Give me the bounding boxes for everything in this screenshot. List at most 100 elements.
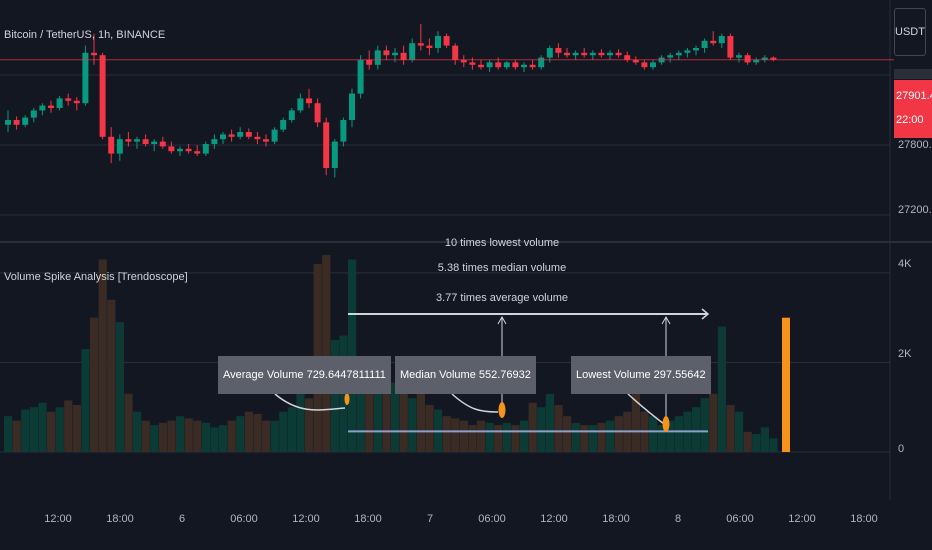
time-axis-label: 18:00	[106, 513, 134, 525]
candle-body	[108, 136, 115, 154]
candle-body	[469, 62, 476, 65]
candle-body	[701, 40, 708, 48]
volume-bar	[666, 420, 675, 452]
candle-body	[478, 64, 484, 68]
volume-bar	[81, 349, 90, 452]
time-axis-label: 12:00	[44, 513, 72, 525]
average-connector	[274, 393, 346, 411]
candle-body	[306, 98, 312, 104]
symbol-title: Bitcoin / TetherUS, 1h, BINANCE	[4, 29, 166, 41]
candle-body	[211, 139, 218, 144]
volume-bar	[176, 416, 185, 452]
candle-body	[443, 36, 450, 46]
volume-bar	[305, 398, 314, 452]
volume-bar	[150, 425, 159, 452]
volume-bar	[124, 393, 133, 452]
candle-body	[727, 36, 734, 58]
candle-body	[598, 52, 605, 56]
volume-bar	[709, 393, 718, 452]
volume-bar	[373, 393, 382, 452]
volume-bar	[158, 422, 167, 452]
volume-bar	[322, 255, 331, 452]
candle-body	[297, 98, 304, 111]
volume-bar	[700, 398, 709, 452]
average-volume-label: Average Volume 729.6447811111	[218, 356, 391, 394]
price-axis-label: 27200.00	[898, 204, 932, 216]
time-axis-label: 18:00	[602, 513, 630, 525]
ratio-arrow-head	[497, 315, 507, 325]
volume-axis-label: 4K	[898, 258, 912, 270]
volume-bar	[167, 420, 176, 452]
volume-bar	[459, 420, 468, 452]
candle-body	[340, 120, 347, 142]
candle-body	[615, 52, 622, 56]
candle-body	[168, 146, 175, 152]
volume-bar	[769, 438, 778, 452]
volume-bar	[201, 422, 210, 452]
candle-body	[417, 43, 424, 46]
volume-bar	[47, 411, 56, 452]
candle-body	[5, 120, 11, 125]
time-axis-label: 6	[178, 513, 186, 525]
volume-bar	[391, 382, 400, 452]
candle-body	[202, 144, 209, 154]
volume-bar	[279, 411, 288, 452]
candle-body	[65, 98, 72, 101]
candle-body	[314, 103, 321, 123]
time-axis-label: 18:00	[354, 513, 382, 525]
volume-bar	[528, 402, 537, 452]
candle-body	[736, 55, 742, 58]
candle-body	[73, 100, 80, 104]
spike-volume-bar	[782, 317, 790, 452]
candle-body	[245, 132, 252, 137]
volume-bar	[296, 389, 305, 452]
candle-body	[323, 122, 330, 168]
candle-body	[710, 40, 717, 44]
candle-body	[392, 52, 398, 56]
time-axis-label: 7	[426, 513, 434, 525]
volume-bar	[348, 259, 357, 452]
price-pane[interactable]	[0, 24, 894, 178]
candle-body	[288, 110, 295, 120]
candle-body	[39, 105, 46, 111]
volume-bar	[4, 416, 13, 452]
median-marker	[498, 402, 506, 418]
candle-body	[30, 110, 37, 118]
lowest-connector	[627, 393, 665, 425]
candle-body	[409, 43, 416, 60]
volume-bar	[382, 384, 391, 452]
volume-bar	[511, 425, 520, 452]
indicator-title[interactable]: Volume Spike Analysis [Trendoscope]	[4, 271, 188, 283]
time-axis-label: 18:00	[850, 513, 878, 525]
candle-body	[228, 134, 235, 137]
volume-bar	[494, 425, 503, 452]
volume-pane[interactable]	[4, 255, 790, 452]
volume-bar	[752, 434, 761, 452]
average-marker	[344, 393, 350, 405]
volume-bar	[98, 259, 107, 452]
candle-body	[718, 36, 725, 44]
candle-body	[770, 57, 777, 60]
time-axis-label: 12:00	[540, 513, 568, 525]
candle-body	[22, 117, 29, 125]
volume-bar	[287, 407, 296, 452]
candle-body	[220, 134, 226, 140]
volume-bar	[270, 420, 279, 452]
lowest-volume-label: Lowest Volume 297.55642	[571, 356, 711, 394]
volume-bar	[760, 427, 769, 452]
candle-body	[56, 98, 63, 108]
volume-bar	[227, 420, 236, 452]
volume-bar	[468, 425, 477, 452]
time-axis-label: 06:00	[230, 513, 258, 525]
volume-bar	[38, 402, 47, 452]
ratio-note-average: 3.77 times average volume	[435, 292, 569, 304]
volume-bar	[674, 416, 683, 452]
price-axis-label: 27800.00	[898, 139, 932, 151]
candle-body	[159, 141, 166, 147]
time-axis-label: 8	[674, 513, 682, 525]
volume-bar	[588, 425, 597, 452]
currency-button[interactable]: USDT	[894, 8, 926, 56]
volume-bar	[253, 413, 262, 452]
median-volume-label: Median Volume 552.76932	[395, 356, 536, 394]
candle-body	[331, 141, 338, 168]
